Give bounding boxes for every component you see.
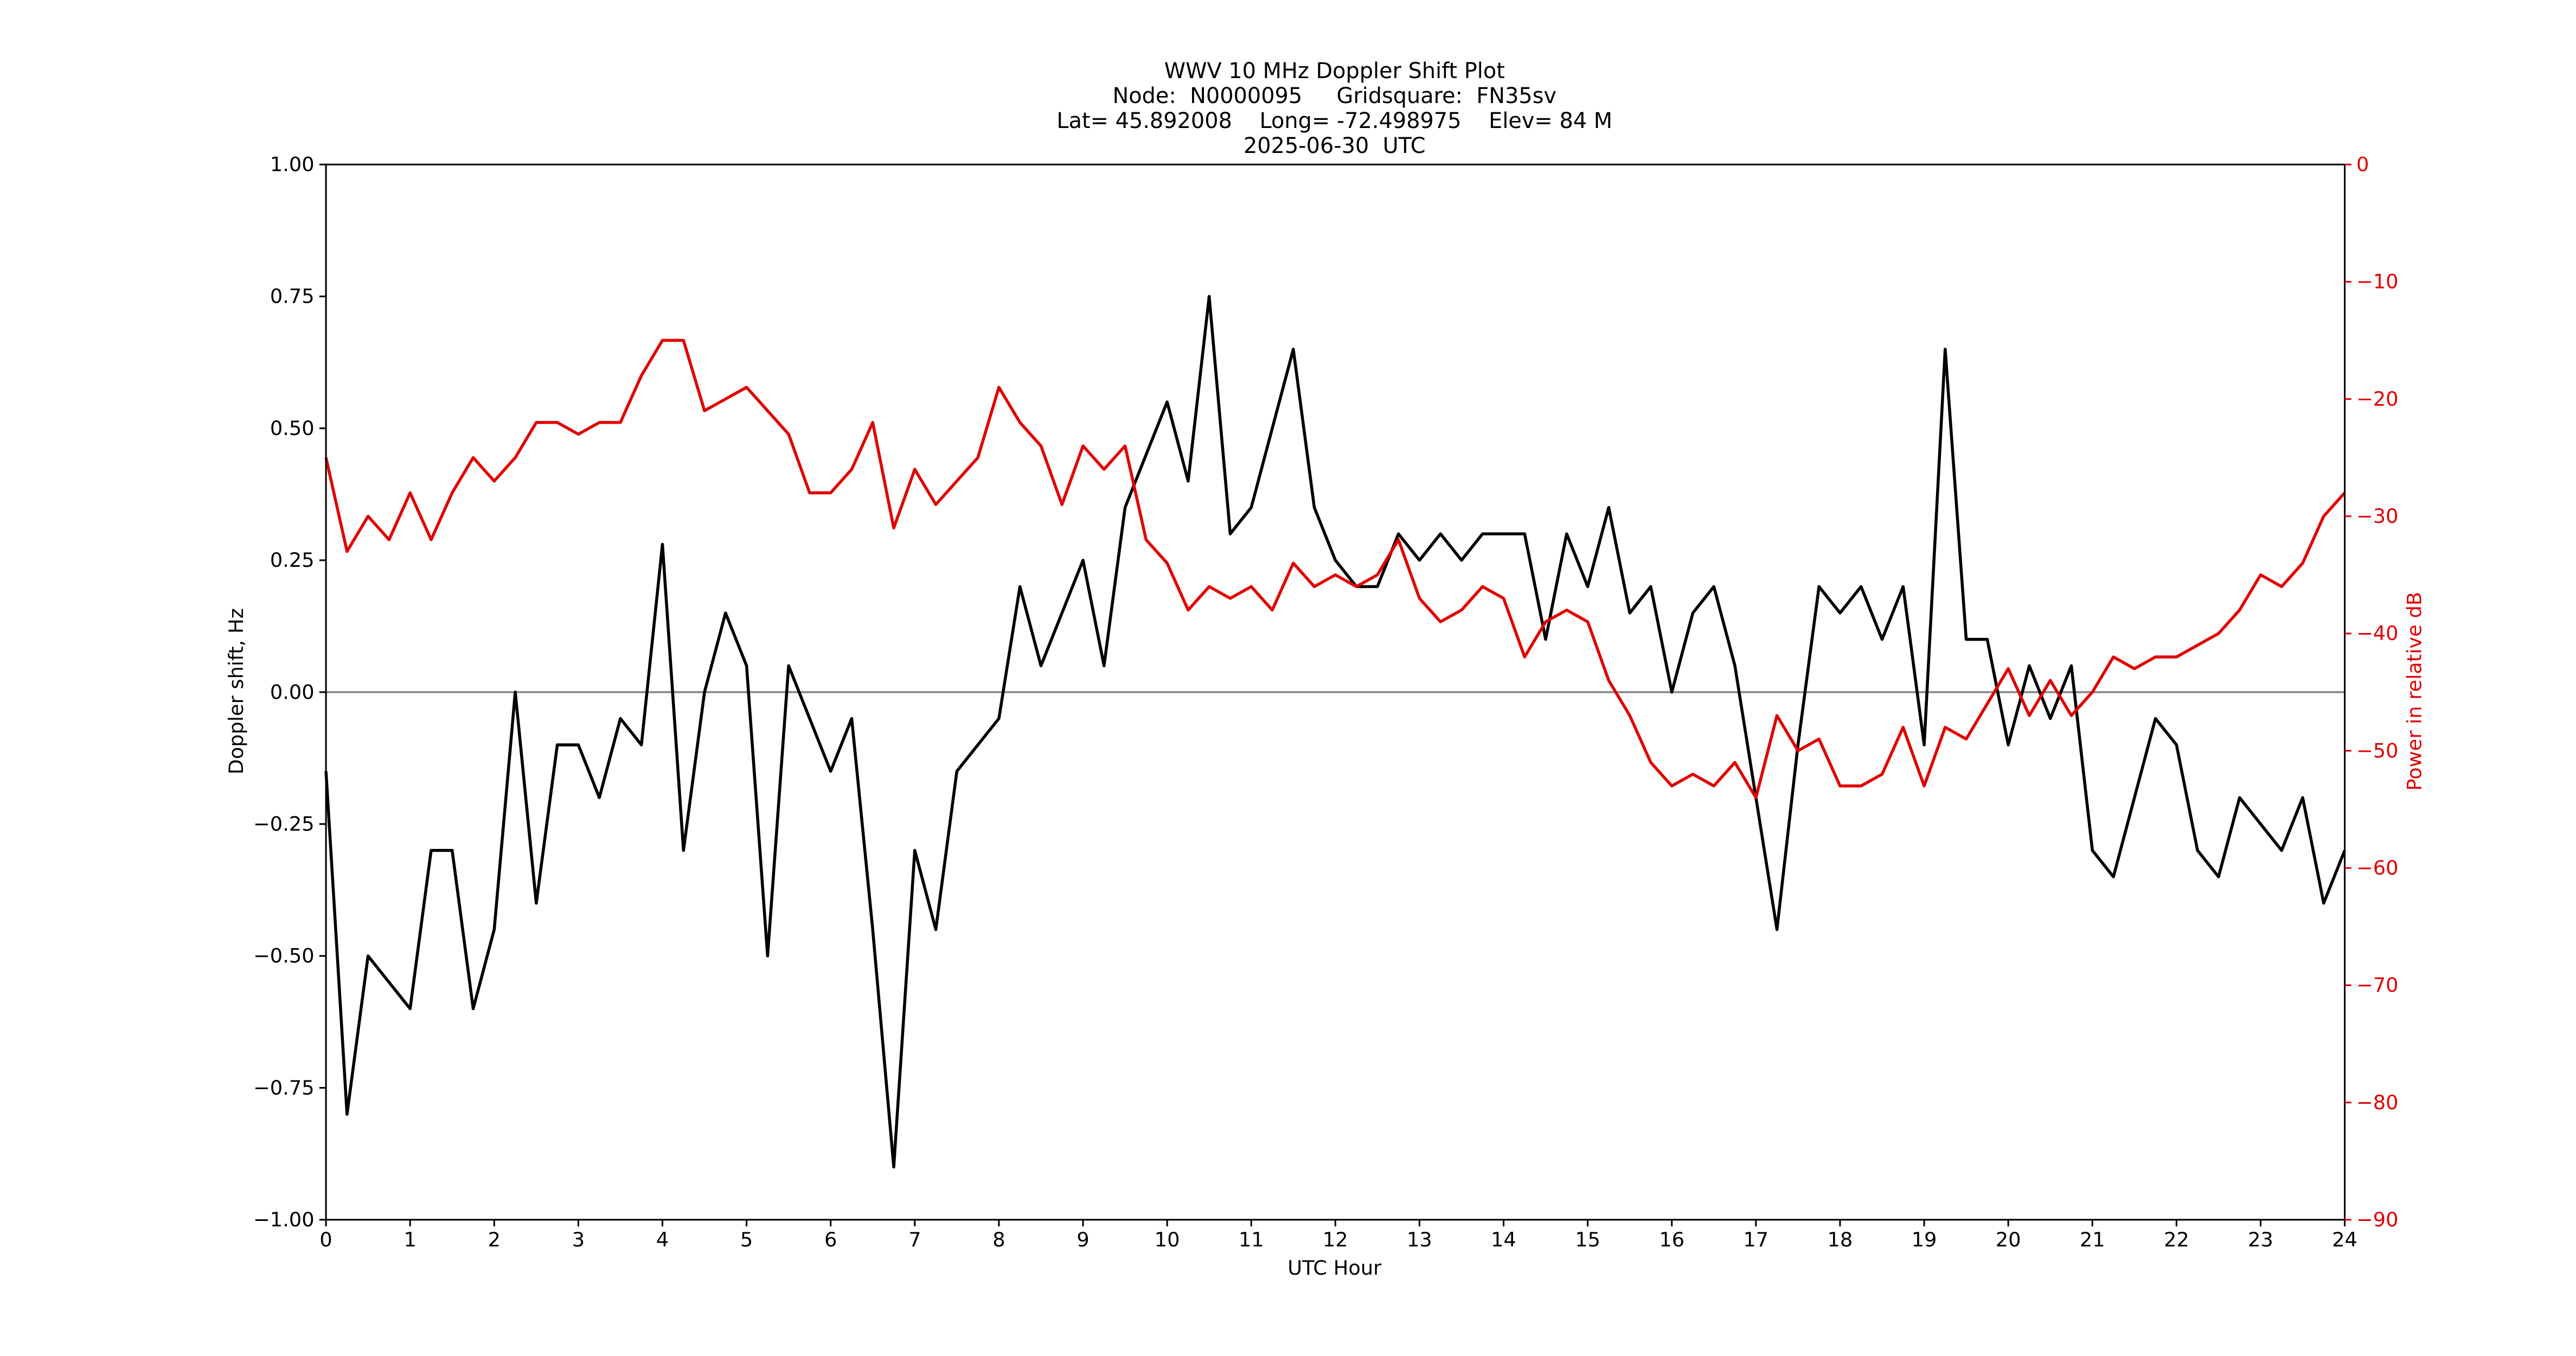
y2-tick-label: −30 — [2356, 504, 2399, 528]
x-axis-label: UTC Hour — [1287, 1256, 1382, 1280]
x-tick-label: 1 — [404, 1228, 416, 1251]
y2-tick-label: −80 — [2356, 1091, 2399, 1114]
x-tick-label: 17 — [1743, 1228, 1768, 1251]
chart-title: WWV 10 MHz Doppler Shift Plot — [1164, 59, 1505, 84]
x-tick-label: 0 — [319, 1228, 332, 1251]
y-tick-label: 0.75 — [270, 285, 315, 308]
y2-tick-label: −10 — [2356, 270, 2399, 293]
x-tick-label: 4 — [656, 1228, 669, 1251]
x-tick-label: 11 — [1239, 1228, 1264, 1251]
y-axis-label: Doppler shift, Hz — [225, 608, 248, 775]
chart-subtitle: Lat= 45.892008 Long= -72.498975 Elev= 84… — [1056, 108, 1612, 133]
x-tick-label: 2 — [488, 1228, 501, 1251]
x-tick-label: 8 — [992, 1228, 1005, 1251]
data-line — [324, 295, 2347, 1169]
y-tick-label: −1.00 — [253, 1208, 315, 1231]
y2-tick-label: −50 — [2356, 739, 2399, 762]
x-tick-label: 6 — [824, 1228, 837, 1251]
y-tick-label: −0.25 — [253, 812, 315, 835]
x-tick-label: 10 — [1155, 1228, 1180, 1251]
chart-subtitle: 2025-06-30 UTC — [1244, 133, 1426, 158]
x-tick-label: 14 — [1491, 1228, 1516, 1251]
plot-frame — [325, 163, 2346, 1221]
x-tick-label: 16 — [1659, 1228, 1684, 1251]
y2-tick-label: −70 — [2356, 974, 2399, 997]
y2-tick-label: −90 — [2356, 1208, 2399, 1231]
x-tick-label: 22 — [2164, 1228, 2189, 1251]
x-tick-label: 24 — [2332, 1228, 2357, 1251]
x-tick-label: 20 — [1996, 1228, 2021, 1251]
y-tick-label: −0.50 — [253, 944, 315, 968]
y2-tick-label: −60 — [2356, 856, 2399, 880]
x-tick-label: 12 — [1323, 1228, 1348, 1251]
y-tick-label: 0.50 — [270, 417, 315, 440]
x-tick-label: 18 — [1828, 1228, 1853, 1251]
y2-tick-label: −40 — [2356, 622, 2399, 645]
x-tick-label: 5 — [740, 1228, 753, 1251]
x-tick-label: 23 — [2248, 1228, 2273, 1251]
y2-tick-label: 0 — [2356, 153, 2369, 176]
x-tick-label: 21 — [2080, 1228, 2105, 1251]
x-tick-label: 7 — [908, 1228, 921, 1251]
x-tick-label: 13 — [1407, 1228, 1432, 1251]
x-tick-label: 3 — [572, 1228, 585, 1251]
x-tick-label: 9 — [1076, 1228, 1089, 1251]
x-tick-label: 19 — [1912, 1228, 1937, 1251]
y2-axis-label: Power in relative dB — [2402, 592, 2426, 791]
y-tick-label: 0.00 — [270, 680, 315, 703]
x-tick-label: 15 — [1575, 1228, 1600, 1251]
y-tick-label: 0.25 — [270, 548, 315, 572]
y-tick-label: 1.00 — [270, 153, 315, 176]
y-tick-label: −0.75 — [253, 1076, 315, 1099]
chart-subtitle: Node: N0000095 Gridsquare: FN35sv — [1113, 84, 1557, 108]
y2-tick-label: −20 — [2356, 387, 2399, 411]
data-line — [324, 338, 2346, 799]
